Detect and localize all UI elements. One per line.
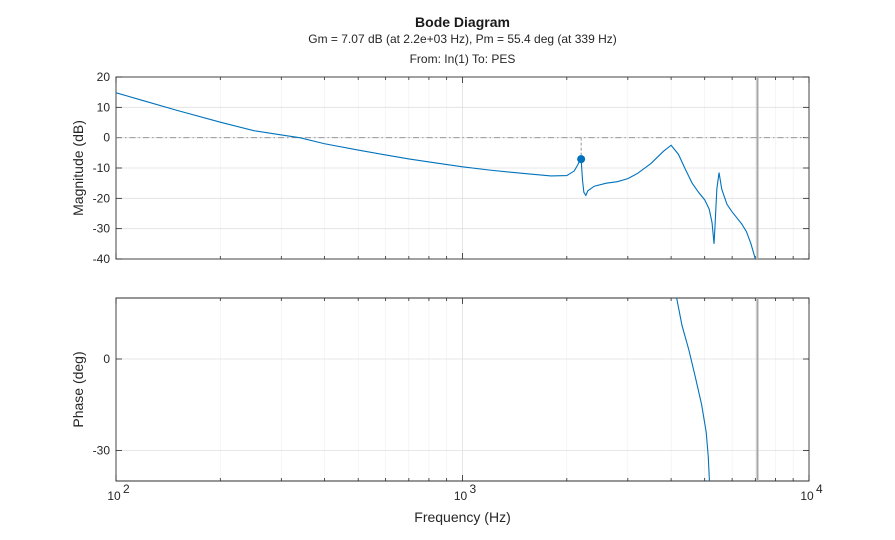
magnitude-y-tick-label: 10 [97, 100, 111, 114]
x-tick-label-exponent: 2 [123, 482, 130, 496]
x-tick-label: 10 2 [107, 482, 130, 503]
x-tick-label-base: 10 [800, 489, 814, 503]
phase-y-tick-label: 0 [103, 352, 110, 366]
phase-series-line [676, 298, 710, 481]
magnitude-axes: 20 10 0 -10 -20 -30 -40 [93, 70, 810, 266]
x-tick-label-exponent: 3 [470, 482, 477, 496]
phase-y-tick-label: -30 [93, 444, 111, 458]
magnitude-y-tick-label: -30 [93, 222, 111, 236]
magnitude-y-tick-label: 20 [97, 70, 111, 84]
magnitude-y-axis-label: Magnitude (dB) [70, 120, 86, 216]
phase-y-axis-label: Phase (deg) [70, 351, 86, 427]
magnitude-y-tick-label: 0 [103, 131, 110, 145]
x-tick-label-base: 10 [454, 489, 468, 503]
io-label: From: In(1) To: PES [410, 52, 516, 66]
magnitude-y-tick-label: -20 [93, 191, 111, 205]
phase-axes: 0 -30 [93, 297, 810, 482]
chart-title: Bode Diagram [415, 14, 510, 30]
gain-margin-marker [577, 155, 586, 164]
magnitude-y-tick-label: -10 [93, 161, 111, 175]
x-tick-label: 10 4 [800, 482, 823, 503]
x-tick-label-exponent: 4 [816, 482, 823, 496]
chart-subtitle: Gm = 7.07 dB (at 2.2e+03 Hz), Pm = 55.4 … [308, 32, 617, 46]
magnitude-y-tick-label: -40 [93, 252, 111, 266]
magnitude-frame [115, 76, 810, 260]
x-tick-label: 10 3 [454, 482, 477, 503]
magnitude-series-line [116, 92, 757, 259]
phase-frame [115, 297, 810, 482]
x-tick-label-base: 10 [107, 489, 121, 503]
x-axis-label: Frequency (Hz) [414, 509, 510, 525]
